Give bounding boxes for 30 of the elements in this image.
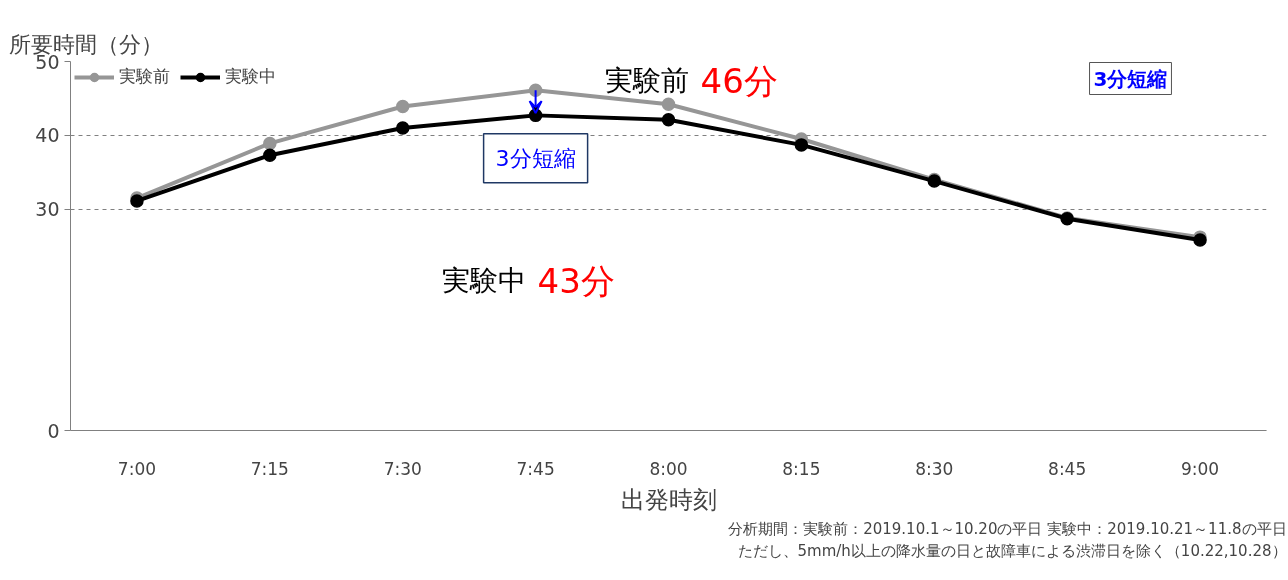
point bbox=[263, 148, 277, 162]
x-tick-label: 7:15 bbox=[250, 458, 289, 479]
annotation: 3分短縮 bbox=[1093, 66, 1168, 91]
y-tick-label: 30 bbox=[35, 198, 60, 221]
annotation: 43分 bbox=[537, 260, 615, 301]
point bbox=[263, 136, 277, 151]
x-tick-label: 9:00 bbox=[1180, 458, 1220, 479]
point bbox=[661, 97, 676, 112]
x-tick-label: 7:30 bbox=[383, 458, 422, 479]
x-tick-label: 7:45 bbox=[516, 458, 555, 479]
annotation: 実験前 bbox=[604, 64, 689, 97]
text: ただし、5mm/h以上の降水量の日と故障車による渋滞日を除く（10.22,10.28） bbox=[737, 541, 1287, 560]
x-tick-label: 8:15 bbox=[782, 458, 821, 479]
x-tick-label: 8:45 bbox=[1048, 458, 1087, 479]
x-tick-label: 8:30 bbox=[915, 458, 954, 479]
x-tick-label: 7:00 bbox=[117, 458, 157, 479]
point bbox=[794, 138, 809, 152]
y-tick-label: 0 bbox=[47, 419, 60, 442]
annotation: 実験中 bbox=[441, 264, 526, 297]
point bbox=[395, 99, 410, 114]
x-axis-title: 出発時刻 bbox=[620, 485, 717, 514]
point bbox=[395, 121, 410, 135]
legend-label: 実験中 bbox=[225, 65, 276, 88]
x-tick-label: 8:00 bbox=[649, 458, 688, 479]
point bbox=[661, 113, 676, 127]
y-tick-label: 40 bbox=[35, 124, 60, 147]
annotation: 46分 bbox=[700, 60, 778, 101]
text: 分析期間：実験前：2019.10.1～10.20の平日 実験中：2019.10.21～11.8の平日 bbox=[728, 519, 1287, 538]
annotation: 3分短縮 bbox=[495, 145, 576, 171]
legend-label: 実験前 bbox=[119, 65, 170, 88]
